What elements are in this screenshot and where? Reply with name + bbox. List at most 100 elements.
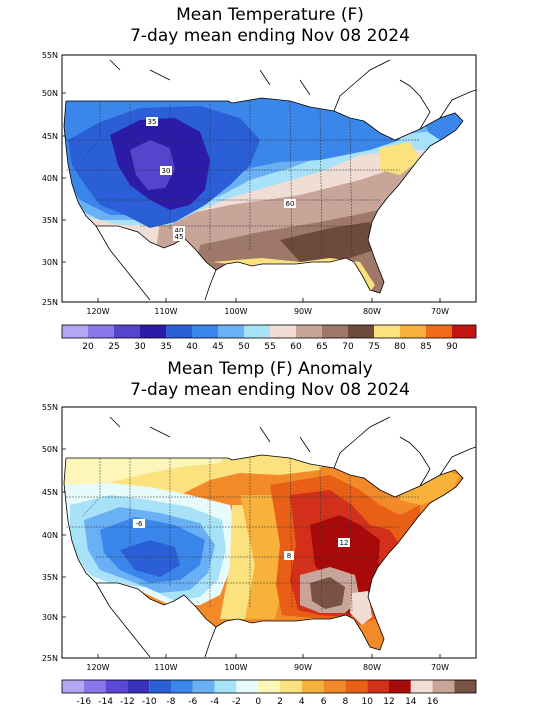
map1-colorbar-swatch [192,325,218,338]
map2-contour-label: -6 [136,520,144,528]
map2-colorbar-swatch [367,680,389,693]
map1-lat-label: 35N [42,216,58,225]
map1-colorbar-label: 70 [342,342,354,352]
map1-colorbar-swatch [322,325,348,338]
map2-colorbar [61,679,477,694]
map1-colorbar-swatch [374,325,400,338]
map2-lat-label: 50N [42,445,58,454]
map2-lat-label: 40N [42,531,58,540]
map1-colorbar [61,324,477,339]
map2-tick-marks [62,406,441,659]
map1-colorbar-label: 50 [238,342,250,352]
map1-lon-labels: 120W 110W 100W 90W 80W 70W [86,307,449,316]
map2-colorbar-swatch [410,680,433,693]
map1-figure: 35 30 60 40 45 55N 50N 45N 40N 35N 30N 2… [42,51,477,352]
map1-state-lines [66,100,420,256]
map1-colorbar-label: 60 [290,342,302,352]
map1-colorbar-swatch [296,325,322,338]
map2-colorbar-label: -8 [167,697,176,707]
map2-lon-label: 80W [363,663,381,672]
map2-lon-label: 120W [86,663,109,672]
map1-lat-label: 40N [42,174,58,183]
map2-colorbar-swatch [149,680,171,693]
map2-colorbar-swatch [192,680,215,693]
map2-colorbar-swatch [323,680,346,693]
map2-colorbar-swatch [432,680,455,693]
map2-colorbar-label: -6 [188,697,197,707]
map2-colorbar-swatch [214,680,237,693]
map2-colorbar-label: -4 [210,697,219,707]
map1-colorbar-label: 40 [186,342,198,352]
map2-colorbar-label: 10 [361,697,373,707]
map2-lat-label: 55N [42,403,58,412]
map2-colorbar-label: -12 [120,697,135,707]
map1-colorbar-label: 30 [134,342,146,352]
map2-colorbar-label: 8 [343,697,349,707]
map2-lon-label: 100W [224,663,247,672]
map1-contour-label: 35 [148,118,157,126]
map2-colorbar-swatch [105,680,128,693]
map2-colorbar-swatch [62,680,84,693]
map1-colorbar-swatch [62,325,88,338]
map2-contour-labels: -6 8 12 [133,519,350,560]
map1-frame [61,54,477,303]
map2-contour-label: 12 [340,539,349,547]
map2-colorbar-swatch [454,680,476,693]
map2-colorbar-swatch [301,680,324,693]
map2-colorbar-label: 12 [383,697,394,707]
map1-lat-labels: 55N 50N 45N 40N 35N 30N 25N [42,51,58,307]
map1-colorbar-swatch [88,325,114,338]
map1-colorbar-label: 65 [316,342,327,352]
map1-colorbar-label: 25 [108,342,119,352]
map1-lat-label: 50N [42,89,58,98]
map2-colorbar-label: -2 [232,697,241,707]
map1-lon-label: 110W [154,307,177,316]
map2-colorbar-label: 4 [299,697,305,707]
map2-colorbar-label: 14 [405,697,417,707]
map1-contour-labels: 35 30 60 40 45 [146,117,296,241]
map2-title-line2: 7-day mean ending Nov 08 2024 [130,380,410,400]
map2-colorbar-swatch [171,680,193,693]
map2-colorbar-label: -16 [76,697,91,707]
map2-colorbar-swatch [83,680,106,693]
map2-lat-label: 35N [42,573,58,582]
map2-colorbar-swatch [389,680,411,693]
map2-lat-labels: 55N 50N 45N 40N 35N 30N 25N [42,403,58,663]
map1-contour-label: 30 [162,167,171,175]
map1-contour-label: 40 [175,227,184,235]
map1-contour-label: 45 [175,233,184,241]
map1-title-line2: 7-day mean ending Nov 08 2024 [130,26,410,46]
map2-frame [61,406,477,659]
map2-lat-label: 30N [42,613,58,622]
map1-tick-marks [62,54,441,303]
map1-colorbar-label: 90 [446,342,458,352]
map2-colorbar-label: -14 [98,697,113,707]
map1-colorbar-swatch [244,325,270,338]
map2-figure: -6 8 12 55N 50N 45N 40N 35N 30N 25N 120W… [42,403,477,707]
map1-colorbar-label: 85 [420,342,431,352]
map2-colorbar-labels: -16 -14 -12 -10 -8 -6 -4 -2 0 2 4 6 8 10… [76,697,438,707]
map1-colorbar-swatch [452,325,476,338]
map2-colorbar-label: 16 [427,697,439,707]
map2-state-lines [66,457,420,613]
map2-title-line1: Mean Temp (F) Anomaly [167,359,373,379]
map1-colorbar-label: 55 [264,342,275,352]
map1-lat-label: 45N [42,132,58,141]
map1-lat-label: 25N [42,298,58,307]
map1-title-line1: Mean Temperature (F) [176,5,364,25]
map1-lon-label: 90W [294,307,312,316]
map2-colorbar-swatch [345,680,368,693]
map1-colorbar-swatch [348,325,374,338]
map1-colorbar-label: 45 [212,342,223,352]
map2-colorbar-label: -10 [142,697,157,707]
map2-colorbar-swatch [258,680,280,693]
map1-colorbar-swatch [270,325,296,338]
map1-lon-label: 80W [363,307,381,316]
map2-coastlines [63,416,476,658]
map2-lat-label: 45N [42,488,58,497]
map1-lat-label: 30N [42,258,58,267]
map2-lon-label: 110W [154,663,177,672]
map2-colorbar-label: 2 [277,697,283,707]
map2-colorbar-label: 6 [321,697,327,707]
map2-contour-label: 8 [287,552,291,560]
